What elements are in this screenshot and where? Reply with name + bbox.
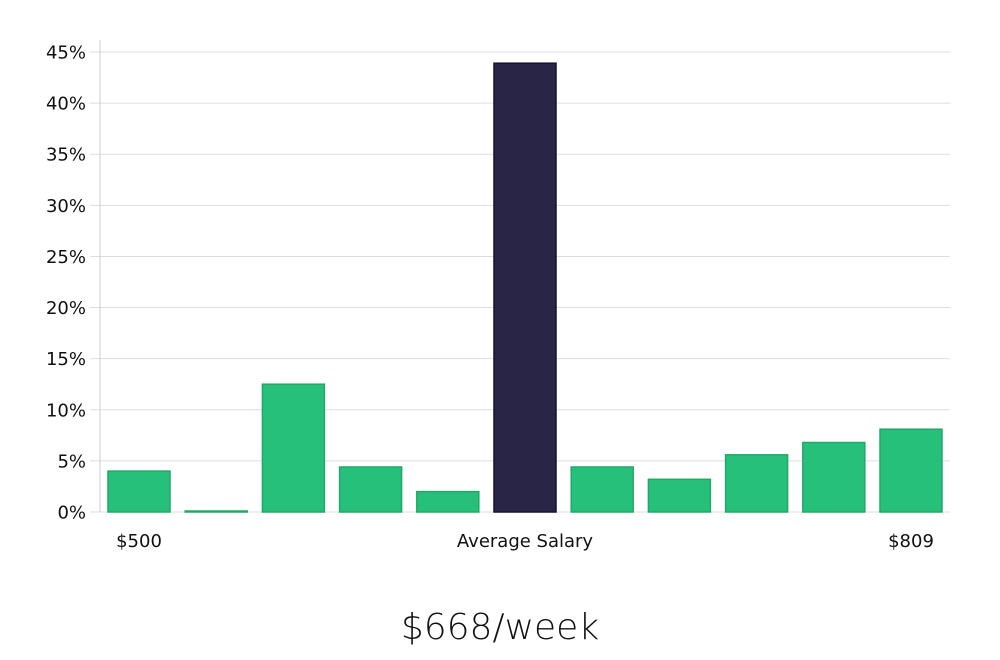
x-max-label: $809: [888, 531, 934, 552]
y-tick-label: 45%: [46, 43, 86, 64]
y-tick-label: 40%: [46, 94, 86, 115]
y-tick-label: 25%: [46, 247, 86, 268]
y-tick-label: 20%: [46, 298, 86, 319]
y-tick-label: 0%: [57, 503, 86, 524]
weekly-salary-headline: $668/week: [400, 607, 600, 648]
bar: [879, 428, 943, 513]
y-tick-labels: 0% 5% 10% 15% 20% 25% 30% 35% 40% 45%: [46, 43, 86, 524]
bar: [724, 454, 789, 513]
bar: [647, 478, 712, 513]
x-min-label: $500: [116, 531, 162, 552]
y-tick-label: 35%: [46, 145, 86, 166]
bar: [338, 466, 403, 513]
bar: [107, 470, 171, 513]
bar: [802, 441, 866, 513]
bar: [570, 466, 634, 513]
y-tick-label: 5%: [57, 451, 86, 472]
bar: [184, 510, 248, 513]
x-axis-title: Average Salary: [457, 531, 594, 552]
y-tick-label: 15%: [46, 349, 86, 370]
bar-highlighted: [493, 62, 557, 513]
bar: [416, 490, 480, 513]
y-tick-label: 30%: [46, 196, 86, 217]
y-tick-label: 10%: [46, 400, 86, 421]
bars: [107, 62, 943, 513]
bar: [261, 383, 326, 513]
